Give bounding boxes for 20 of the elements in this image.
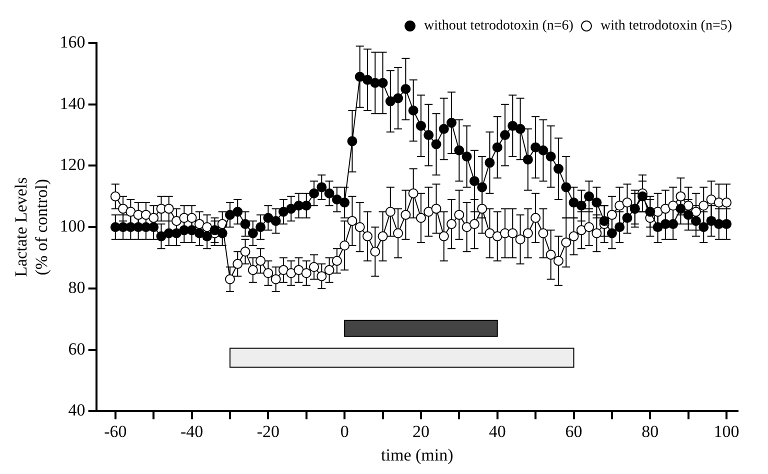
x-axis-title: time (min) <box>381 445 454 464</box>
x-tick-label: 100 <box>714 422 740 441</box>
x-tick-label: -40 <box>180 422 204 441</box>
legend-label: with tetrodotoxin (n=5) <box>600 18 732 34</box>
x-tick-label: 0 <box>340 422 349 441</box>
y-tick-label: 40 <box>68 400 86 420</box>
x-tick-label: -20 <box>256 422 280 441</box>
legend-label: without tetrodotoxin (n=6) <box>424 18 574 34</box>
y-tick-label: 140 <box>60 94 86 113</box>
x-tick-label: 40 <box>488 422 506 441</box>
x-tick-label: 60 <box>565 422 582 441</box>
y-tick-label: 160 <box>60 32 86 52</box>
y-tick-label: 120 <box>60 155 86 174</box>
y-tick-label: 60 <box>68 339 86 358</box>
x-tick-label: 20 <box>412 422 430 441</box>
y-tick-label: 80 <box>68 278 86 297</box>
x-tick-label: -60 <box>104 422 127 441</box>
y-axis-title: Lactate Levels (% of control) <box>12 177 52 277</box>
y-tick-label: 100 <box>60 216 86 236</box>
x-tick-label: 80 <box>642 422 659 441</box>
